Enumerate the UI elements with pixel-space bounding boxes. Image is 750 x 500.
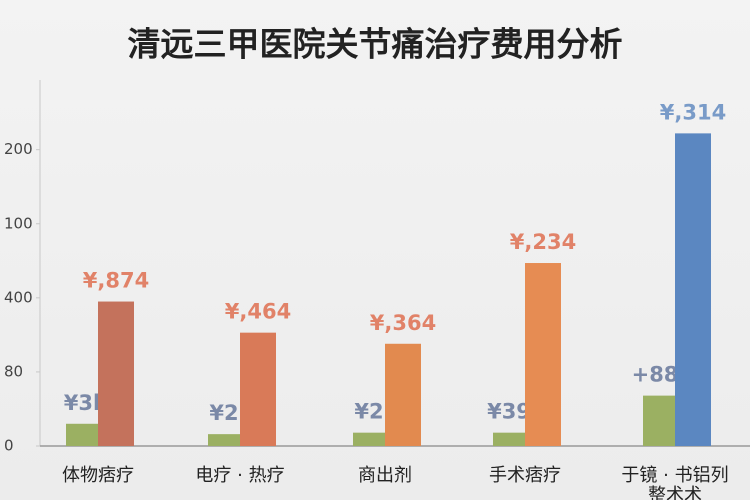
value-label: ¥,234 <box>510 230 576 254</box>
value-label: ¥39 <box>487 400 531 424</box>
x-tick-label: 体物痞疗 <box>62 465 134 486</box>
value-label: ¥,364 <box>370 311 436 335</box>
bar <box>240 332 276 446</box>
bar <box>98 301 134 446</box>
bar <box>525 263 561 446</box>
value-label: ¥,314 <box>660 100 726 124</box>
x-tick-label: 于镜 · 书铝列 <box>621 465 728 486</box>
x-tick-label: 商出剂 <box>358 465 412 486</box>
value-label: ¥2 <box>209 401 238 425</box>
x-tick-label: 电疗 · 热疗 <box>195 465 284 486</box>
y-tick-label: 100 <box>4 214 33 232</box>
value-label: ¥2 <box>354 400 383 424</box>
bar <box>675 133 711 447</box>
value-label: ¥,874 <box>83 269 149 293</box>
bar <box>66 423 98 446</box>
y-tick-label: 400 <box>4 288 33 306</box>
bar <box>353 432 385 446</box>
x-tick-label: 整术术 <box>648 485 702 500</box>
bar <box>208 434 240 446</box>
value-label: ¥3l <box>64 391 100 415</box>
bar <box>493 432 525 446</box>
bar <box>385 343 421 446</box>
chart-title: 清远三甲医院关节痛治疗费用分析 <box>128 25 623 64</box>
value-label: ¥,464 <box>225 300 291 324</box>
y-tick-label: 0 <box>4 437 14 455</box>
x-tick-label: 手术痞疗 <box>489 465 561 486</box>
y-tick-label: 80 <box>4 362 23 380</box>
bar <box>643 395 675 446</box>
y-tick-label: 200 <box>4 140 33 158</box>
